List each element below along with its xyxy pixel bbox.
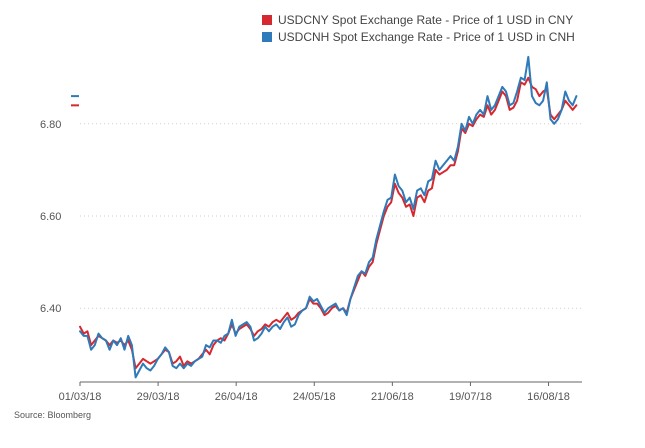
x-tick-label: 29/03/18 [137, 391, 180, 403]
source-note: Source: Bloomberg [14, 410, 92, 420]
series-line-usdcny [79, 76, 578, 370]
series-lines [79, 55, 578, 379]
legend: USDCNY Spot Exchange Rate - Price of 1 U… [262, 11, 575, 45]
series-line-usdcnh [79, 55, 578, 379]
legend-label-usdcnh: USDCNH Spot Exchange Rate - Price of 1 U… [278, 29, 575, 44]
legend-label-usdcny: USDCNY Spot Exchange Rate - Price of 1 U… [278, 12, 574, 27]
x-tick-label: 01/03/18 [59, 391, 102, 403]
x-tick-label: 16/08/18 [527, 391, 570, 403]
last-value-markers [71, 95, 79, 107]
y-tick-label: 6.40 [40, 303, 61, 315]
y-axis: 6.40 6.60 6.80 [40, 119, 61, 315]
x-tick-label: 26/04/18 [215, 391, 258, 403]
gridlines [80, 123, 582, 309]
legend-swatch-usdcnh [262, 31, 272, 42]
x-tick-label: 24/05/18 [293, 391, 336, 403]
x-tick-label: 19/07/18 [449, 391, 492, 403]
x-tick-label: 21/06/18 [371, 391, 414, 403]
y-tick-label: 6.80 [40, 119, 61, 131]
legend-swatch-usdcny [262, 14, 272, 25]
legend-item-usdcny: USDCNY Spot Exchange Rate - Price of 1 U… [262, 11, 575, 28]
x-tick-labels: 01/03/18 29/03/18 26/04/18 24/05/18 21/06/18… [59, 382, 570, 403]
legend-item-usdcnh: USDCNH Spot Exchange Rate - Price of 1 U… [262, 28, 575, 45]
y-tick-label: 6.60 [40, 211, 61, 223]
